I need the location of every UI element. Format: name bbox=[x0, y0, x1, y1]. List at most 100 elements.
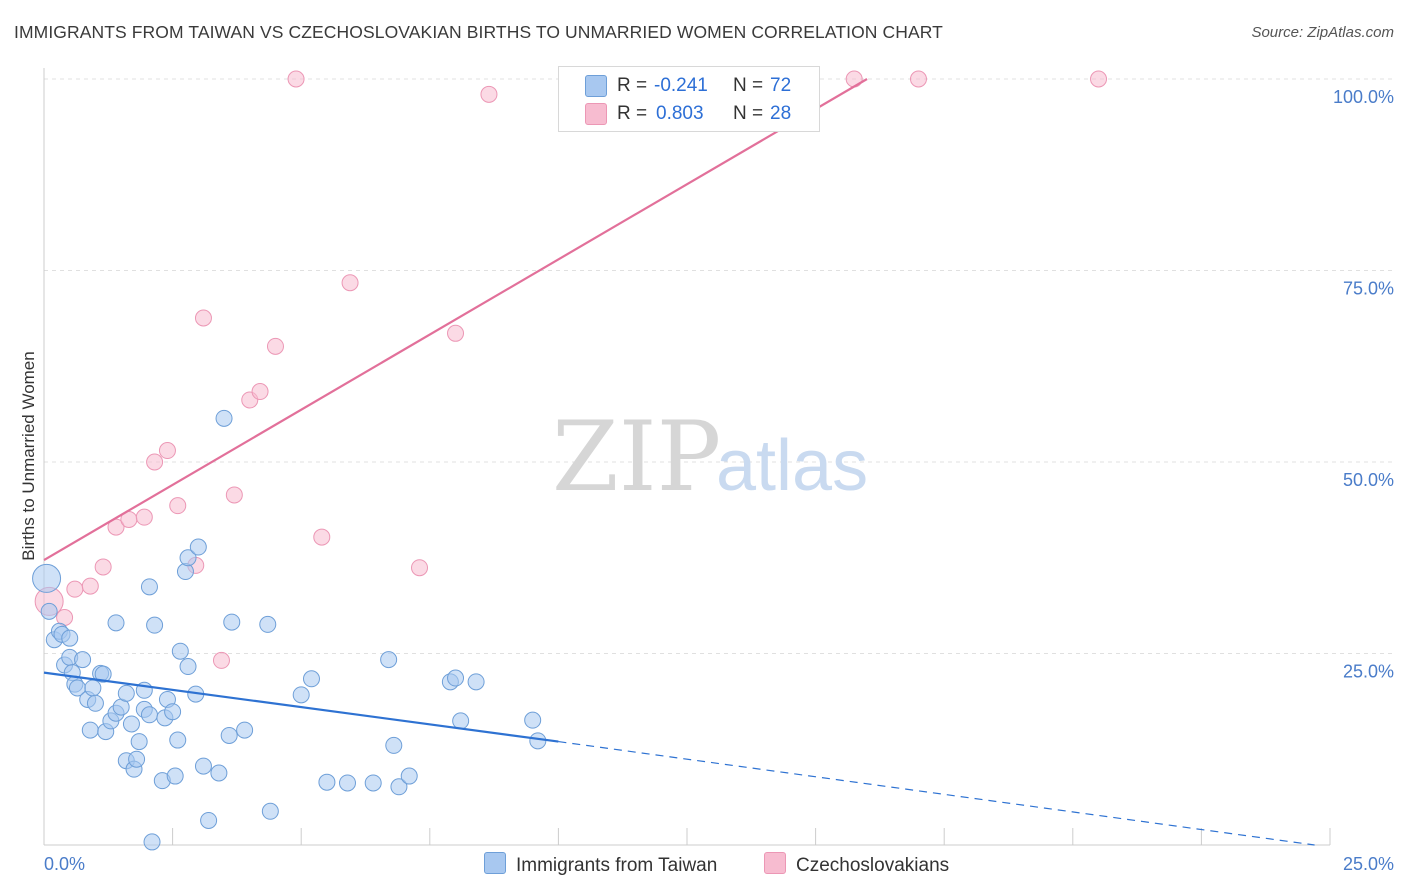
r-label: R = bbox=[617, 103, 648, 124]
taiwan-point bbox=[261, 802, 279, 820]
watermark-atlas: atlas bbox=[716, 426, 868, 506]
taiwan-point bbox=[169, 731, 187, 749]
taiwan-point bbox=[74, 651, 92, 669]
y-tick-label: 100.0% bbox=[1333, 87, 1394, 107]
taiwan-swatch bbox=[585, 75, 607, 97]
taiwan-point bbox=[189, 538, 207, 556]
czech-swatch bbox=[585, 103, 607, 125]
taiwan-point bbox=[84, 679, 102, 697]
taiwan-point bbox=[524, 711, 542, 729]
taiwan-point bbox=[467, 673, 485, 691]
x-tick-label: 0.0% bbox=[44, 854, 85, 874]
axes bbox=[43, 68, 1331, 846]
watermark-zip: ZIP bbox=[552, 401, 721, 513]
czech-point bbox=[135, 508, 153, 526]
chart-title: IMMIGRANTS FROM TAIWAN VS CZECHOSLOVAKIA… bbox=[14, 22, 943, 42]
czech-point bbox=[212, 651, 230, 669]
r-value: 0.803 bbox=[656, 103, 704, 124]
taiwan-point bbox=[61, 629, 79, 647]
y-tick-label: 75.0% bbox=[1343, 279, 1394, 299]
taiwan-point bbox=[179, 658, 197, 676]
czech-point bbox=[158, 442, 176, 460]
czech-point bbox=[169, 497, 187, 515]
taiwan-point bbox=[122, 715, 140, 733]
czech-point bbox=[251, 383, 269, 401]
czech-point bbox=[480, 85, 498, 103]
taiwan-point bbox=[338, 774, 356, 792]
czech-point bbox=[94, 558, 112, 576]
taiwan-point bbox=[259, 615, 277, 633]
czech-point bbox=[313, 528, 331, 546]
taiwan-point bbox=[128, 750, 146, 768]
taiwan-point bbox=[94, 665, 112, 683]
taiwan-point bbox=[32, 563, 62, 593]
taiwan-point bbox=[171, 642, 189, 660]
taiwan-point bbox=[140, 706, 158, 724]
czech-point bbox=[287, 70, 305, 88]
taiwan-point bbox=[236, 721, 254, 739]
y-axis-label: Births to Unmarried Women bbox=[19, 351, 38, 560]
czech-point bbox=[146, 453, 164, 471]
czech-point bbox=[266, 337, 284, 355]
legend-item-czech[interactable]: Czechoslovakians bbox=[764, 852, 949, 877]
czech-point bbox=[411, 559, 429, 577]
taiwan-points bbox=[32, 409, 547, 851]
y-tick-label: 50.0% bbox=[1343, 470, 1394, 490]
taiwan-point bbox=[81, 721, 99, 739]
taiwan-point bbox=[117, 684, 135, 702]
czech-point bbox=[81, 577, 99, 595]
n-value: 28 bbox=[770, 103, 792, 124]
legend-label-taiwan: Immigrants from Taiwan bbox=[516, 855, 718, 876]
taiwan-point bbox=[164, 703, 182, 721]
tick-labels: 25.0% 50.0% 75.0% 100.0% 0.0% 25.0% bbox=[44, 87, 1394, 874]
n-label: N = bbox=[733, 103, 764, 124]
czech-point bbox=[909, 70, 927, 88]
czech-trend-line bbox=[43, 78, 868, 561]
taiwan-point bbox=[179, 549, 197, 567]
taiwan-point bbox=[210, 764, 228, 782]
taiwan-point bbox=[452, 712, 470, 730]
taiwan-point bbox=[364, 774, 382, 792]
n-label: N = bbox=[733, 75, 764, 96]
czech-point bbox=[66, 580, 84, 598]
n-value: 72 bbox=[770, 75, 792, 96]
taiwan-point bbox=[40, 602, 58, 620]
czech-points bbox=[34, 70, 1108, 669]
watermark: ZIP atlas bbox=[552, 401, 868, 513]
y-tick-label: 25.0% bbox=[1343, 662, 1394, 682]
czech-point bbox=[341, 274, 359, 292]
stats-legend: R = -0.241 N = 72 R = 0.803 N = 28 bbox=[558, 66, 820, 132]
taiwan-point bbox=[146, 616, 164, 634]
legend-item-taiwan[interactable]: Immigrants from Taiwan bbox=[484, 852, 717, 877]
taiwan-point bbox=[86, 694, 104, 712]
taiwan-legend-swatch bbox=[484, 852, 506, 874]
legend-label-czech: Czechoslovakians bbox=[796, 855, 950, 876]
taiwan-point bbox=[400, 767, 418, 785]
taiwan-point bbox=[194, 757, 212, 775]
taiwan-trend-extension bbox=[558, 740, 1315, 846]
source-label: Source: ZipAtlas.com bbox=[1251, 24, 1394, 41]
taiwan-point bbox=[176, 563, 194, 581]
taiwan-point bbox=[215, 409, 233, 427]
taiwan-point bbox=[223, 613, 241, 631]
taiwan-point bbox=[380, 651, 398, 669]
czech-point bbox=[194, 309, 212, 327]
taiwan-point bbox=[140, 578, 158, 596]
taiwan-point bbox=[143, 833, 161, 851]
taiwan-trend-line bbox=[43, 671, 559, 743]
taiwan-point bbox=[292, 686, 310, 704]
taiwan-point bbox=[529, 732, 547, 750]
taiwan-point bbox=[200, 811, 218, 829]
trend-lines bbox=[43, 78, 1315, 846]
czech-point bbox=[1090, 70, 1108, 88]
taiwan-point bbox=[302, 670, 320, 688]
czech-point bbox=[447, 324, 465, 342]
taiwan-point bbox=[390, 778, 408, 796]
stats-legend-row-czech: R = 0.803 N = 28 bbox=[559, 100, 819, 128]
czech-point bbox=[845, 70, 863, 88]
x-tick-label: 25.0% bbox=[1343, 854, 1394, 874]
taiwan-point bbox=[166, 767, 184, 785]
taiwan-point bbox=[130, 733, 148, 751]
taiwan-point bbox=[447, 669, 465, 687]
